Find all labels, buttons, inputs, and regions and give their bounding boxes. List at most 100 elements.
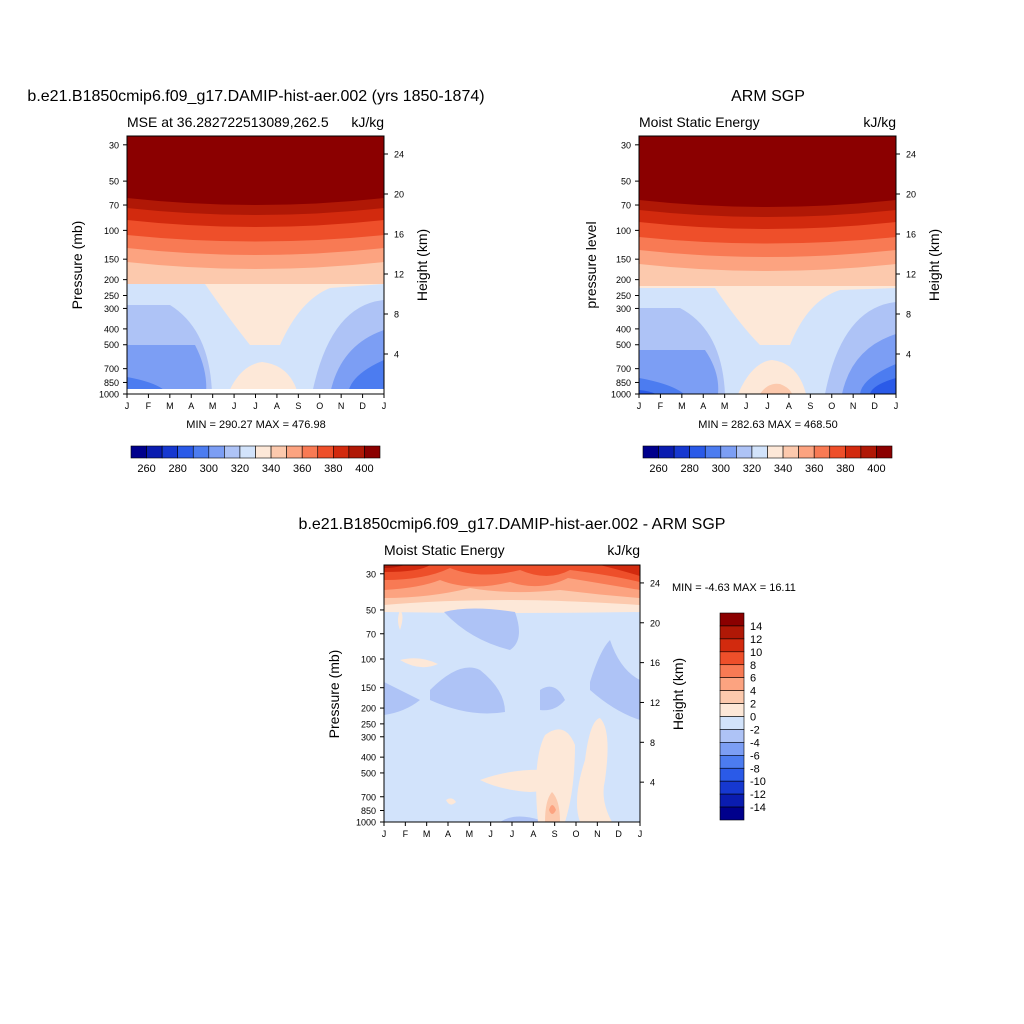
month-tick-label: J [488,829,493,839]
colorbar-swatch [719,612,745,627]
colorbar-swatch [301,445,319,459]
colorbar-swatch [719,755,745,769]
colorbar-swatch [333,445,350,459]
colorbar-swatch [689,445,706,459]
month-tick-label: N [850,401,857,411]
height-tick-label: 24 [906,150,916,160]
pressure-tick-label: 200 [361,704,376,714]
panel-obs-ylabel-right: Height (km) [926,229,942,301]
month-tick-label: J [125,401,130,411]
colorbar-swatch [642,445,659,459]
colorbar-swatch [161,445,178,459]
colorbar-swatch [719,742,745,756]
colorbar-label: -8 [750,763,760,775]
colorbar-swatch [704,445,722,459]
height-tick-label: 4 [394,350,399,360]
pressure-tick-label: 100 [104,226,119,236]
pressure-tick-label: 200 [104,275,119,285]
colorbar-swatch [860,445,877,459]
colorbar-label: 340 [262,463,280,475]
colorbar-label: 0 [750,712,756,724]
height-tick-label: 8 [394,310,399,320]
month-tick-label: J [382,401,387,411]
colorbar-swatch [192,445,210,459]
colorbar-swatch [239,445,256,459]
colorbar-label: 12 [750,634,762,646]
colorbar-swatch [767,445,784,459]
colorbar-label: 280 [169,463,187,475]
colorbar-label: 14 [750,621,762,633]
height-tick-label: 12 [650,698,660,708]
month-tick-label: A [700,401,706,411]
colorbar-swatch [348,445,365,459]
panel-model-ylabel: Pressure (mb) [69,221,85,310]
colorbar-swatch [719,664,745,678]
month-tick-label: O [572,829,579,839]
pressure-tick-label: 70 [621,201,631,211]
month-tick-label: D [359,401,366,411]
pressure-tick-label: 850 [104,378,119,388]
month-tick-label: A [188,401,194,411]
colorbar-swatch [719,690,745,704]
pressure-tick-label: 700 [361,792,376,802]
pressure-tick-label: 150 [616,255,631,265]
colorbar-swatch [146,445,163,459]
colorbar-label: -10 [750,776,766,788]
colorbar-swatch [719,780,745,795]
height-tick-label: 20 [394,190,404,200]
height-tick-label: 12 [394,270,404,280]
panel-model: b.e21.B1850cmip6.f09_g17.DAMIP-hist-aer.… [27,88,484,475]
panel-model-stats: MIN = 290.27 MAX = 476.98 [186,419,325,431]
month-tick-label: M [423,829,431,839]
panel-diff-stats: MIN = -4.63 MAX = 16.11 [672,582,796,594]
colorbar-label: 260 [137,463,155,475]
colorbar-swatch [364,445,381,459]
colorbar-swatch [208,445,225,459]
height-tick-label: 4 [906,350,911,360]
height-tick-label: 16 [650,658,660,668]
pressure-tick-label: 70 [109,201,119,211]
colorbar-label: 400 [355,463,373,475]
pressure-tick-label: 500 [616,340,631,350]
colorbar-label: 380 [324,463,342,475]
month-tick-label: F [146,401,152,411]
month-tick-label: A [786,401,792,411]
panel-diff-axes: 30 50 70 100 150 200 250 300 400 500 700 850 1000 4 8 1… [356,569,660,839]
panel-obs-stats: MIN = 282.63 MAX = 468.50 [698,419,837,431]
pressure-tick-label: 50 [109,177,119,187]
colorbar-swatch [317,445,334,459]
month-tick-label: J [744,401,749,411]
month-tick-label: F [658,401,664,411]
month-tick-label: M [166,401,174,411]
month-tick-label: A [530,829,536,839]
pressure-tick-label: 150 [361,683,376,693]
panel-obs-left-label: Moist Static Energy [639,114,760,130]
pressure-tick-label: 400 [104,324,119,334]
month-tick-label: D [871,401,878,411]
colorbar-label: 380 [836,463,854,475]
month-tick-label: J [637,401,642,411]
month-tick-label: A [274,401,280,411]
panel-obs-axes: 30 50 70 100 150 200 250 300 400 500 700 850 1000 4 8 1… [611,140,916,411]
panel-obs-contours [639,136,896,394]
height-tick-label: 12 [906,270,916,280]
pressure-tick-label: 850 [616,378,631,388]
colorbar-label: -4 [750,737,760,749]
colorbar-swatch [286,445,303,459]
month-tick-label: J [232,401,237,411]
month-tick-label: J [638,829,643,839]
colorbar-swatch [177,445,194,459]
colorbar-swatch [719,625,745,640]
pressure-tick-label: 1000 [356,818,376,828]
month-tick-label: F [403,829,409,839]
month-tick-label: O [316,401,323,411]
colorbar-obs: 260 280 300 320 340 360 380 400 [642,445,893,475]
height-tick-label: 24 [650,578,660,588]
panel-model-left-label: MSE at 36.282722513089,262.5 [127,114,329,130]
pressure-tick-label: 1000 [611,390,631,400]
colorbar-swatch [658,445,675,459]
month-tick-label: J [253,401,258,411]
colorbar-label: 6 [750,673,756,685]
colorbar-label: 360 [293,463,311,475]
